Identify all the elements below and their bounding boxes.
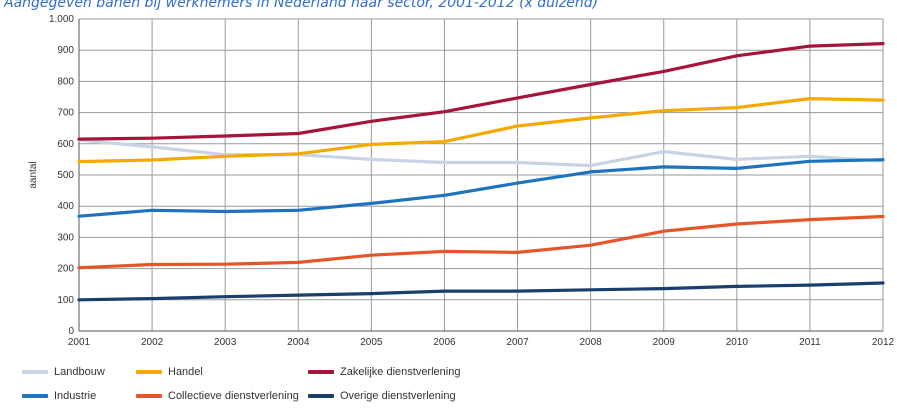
legend-label: Handel [168, 366, 203, 378]
x-tick-labels: 2001 2002 2003 2004 2005 2006 2007 2008 2009 2010… [68, 337, 895, 348]
legend-swatch [308, 370, 334, 374]
legend-swatch [308, 394, 334, 398]
legend-label: Collectieve dienstverlening [168, 390, 299, 402]
y-tick-label: 100 [57, 295, 74, 306]
x-tick-label: 2004 [287, 337, 310, 348]
x-tick-label: 2008 [580, 337, 603, 348]
x-tick-label: 2012 [872, 337, 895, 348]
chart-caption: Aangegeven banen bij werknemers in Neder… [4, 0, 599, 10]
x-tick-label: 2001 [68, 337, 91, 348]
x-tick-label: 2009 [653, 337, 676, 348]
y-tick-label: 500 [57, 170, 74, 181]
y-tick-label: 300 [57, 232, 74, 243]
legend-item-overige-dienstverlening: Overige dienstverlening [308, 388, 456, 404]
x-tick-label: 2005 [360, 337, 383, 348]
y-tick-label: 200 [57, 264, 74, 275]
legend-swatch [22, 370, 48, 374]
x-tick-label: 2002 [141, 337, 164, 348]
legend-label: Landbouw [54, 366, 105, 378]
legend: Landbouw Handel Zakelijke dienstverlenin… [0, 364, 897, 408]
series-line-industrie [77, 158, 885, 218]
y-tick-label: 600 [57, 139, 74, 150]
series-line-landbouw [77, 138, 885, 168]
legend-item-collectieve-dienstverlening: Collectieve dienstverlening [136, 388, 299, 404]
series-line-collectieve-dienstverlening [77, 214, 885, 270]
x-tick-label: 2006 [433, 337, 456, 348]
y-tick-label: 800 [57, 76, 74, 87]
x-tick-label: 2007 [506, 337, 529, 348]
series-line-zakelijke-dienstverlening [77, 41, 885, 141]
y-tick-label: 400 [57, 201, 74, 212]
x-tick-label: 2003 [214, 337, 237, 348]
legend-label: Overige dienstverlening [340, 390, 456, 402]
legend-item-industrie: Industrie [22, 388, 96, 404]
x-tick-label: 2010 [726, 337, 749, 348]
series-line-overige-dienstverlening [77, 281, 885, 302]
series-line-handel [77, 96, 885, 164]
y-tick-label: 0 [68, 326, 74, 337]
legend-label: Industrie [54, 390, 97, 402]
legend-item-zakelijke-dienstverlening: Zakelijke dienstverlening [308, 364, 460, 380]
grid-lines [78, 18, 884, 332]
legend-item-landbouw: Landbouw [22, 364, 105, 380]
series-lines [77, 41, 885, 302]
y-axis-label: aantal [28, 161, 39, 188]
legend-swatch [136, 370, 162, 374]
legend-swatch [22, 394, 48, 398]
y-tick-labels: 0 100 200 300 400 500 600 700 800 900 1.000 [49, 14, 74, 337]
legend-label: Zakelijke dienstverlening [340, 366, 461, 378]
x-tick-label: 2011 [799, 337, 821, 348]
legend-swatch [136, 394, 162, 398]
legend-item-handel: Handel [136, 364, 203, 380]
y-tick-label: 700 [57, 108, 74, 119]
y-tick-label: 900 [57, 45, 74, 56]
y-tick-label: 1.000 [49, 14, 74, 25]
